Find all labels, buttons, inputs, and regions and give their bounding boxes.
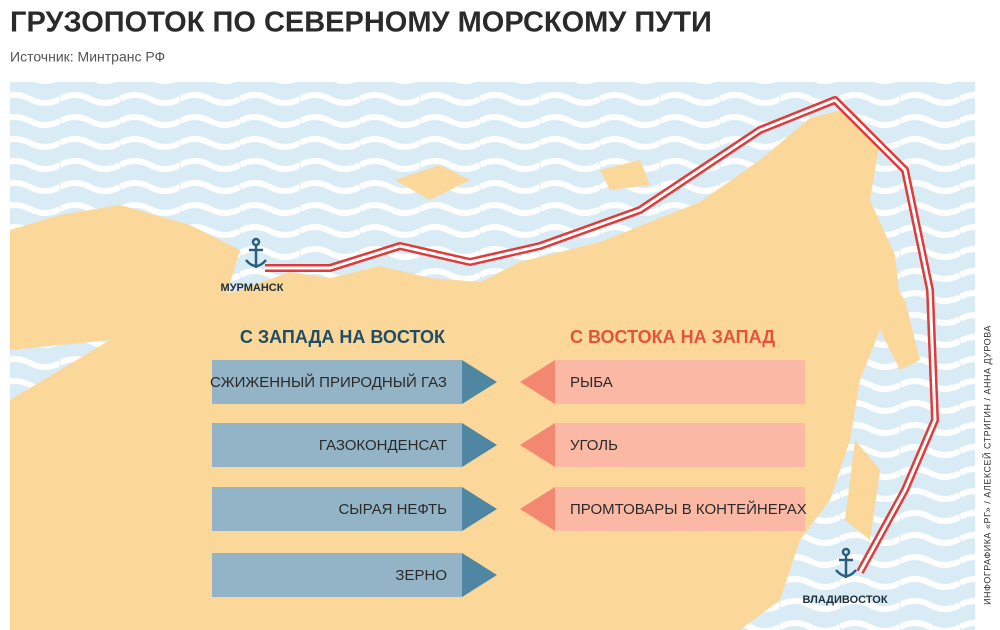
cargo-label: СЫРАЯ НЕФТЬ (338, 501, 447, 518)
arrow-bar (212, 553, 462, 597)
anchor-icon (835, 547, 857, 578)
arrow-head (462, 423, 497, 467)
arrow-head (520, 423, 555, 467)
cargo-label: ГАЗОКОНДЕНСАТ (319, 437, 447, 454)
cargo-label: ЗЕРНО (395, 567, 447, 584)
anchor-icon (245, 237, 267, 268)
west-list: СЖИЖЕННЫЙ ПРИРОДНЫЙ ГАЗ ГАЗОКОНДЕНСАТ СЫРА… (210, 360, 497, 597)
arrow-head (462, 487, 497, 531)
source: Источник: Минтранс РФ (10, 49, 165, 65)
arrow-head (462, 553, 497, 597)
arrow-bar (212, 423, 462, 467)
arrow-bar (555, 360, 805, 404)
west-heading: С ЗАПАДА НА ВОСТОК (240, 327, 446, 347)
arrow-bar (555, 423, 805, 467)
arrow-bar (555, 487, 805, 531)
cargo-label: ПРОМТОВАРЫ В КОНТЕЙНЕРАХ (570, 500, 807, 518)
title: ГРУЗОПОТОК ПО СЕВЕРНОМУ МОРСКОМУ ПУТИ (10, 7, 712, 39)
east-heading: С ВОСТОКА НА ЗАПАД (570, 327, 775, 347)
cargo-label: РЫБА (570, 374, 613, 391)
route (265, 96, 939, 574)
arrow-head (520, 487, 555, 531)
arrow-head (462, 360, 497, 404)
port-label: ВЛАДИВОСТОК (802, 594, 887, 606)
arrow-bar (212, 360, 462, 404)
east-list: РЫБА УГОЛЬ ПРОМТОВАРЫ В КОНТЕЙНЕРАХ (520, 360, 807, 531)
credit: ИНФОГРАФИКА «РГ» / АЛЕКСЕЙ СТРИГИН / АНН… (981, 325, 992, 605)
arrow-head (520, 360, 555, 404)
port-label: МУРМАНСК (221, 282, 284, 294)
cargo-label: СЖИЖЕННЫЙ ПРИРОДНЫЙ ГАЗ (210, 373, 447, 391)
arrow-bar (212, 487, 462, 531)
cargo-label: УГОЛЬ (570, 437, 618, 454)
